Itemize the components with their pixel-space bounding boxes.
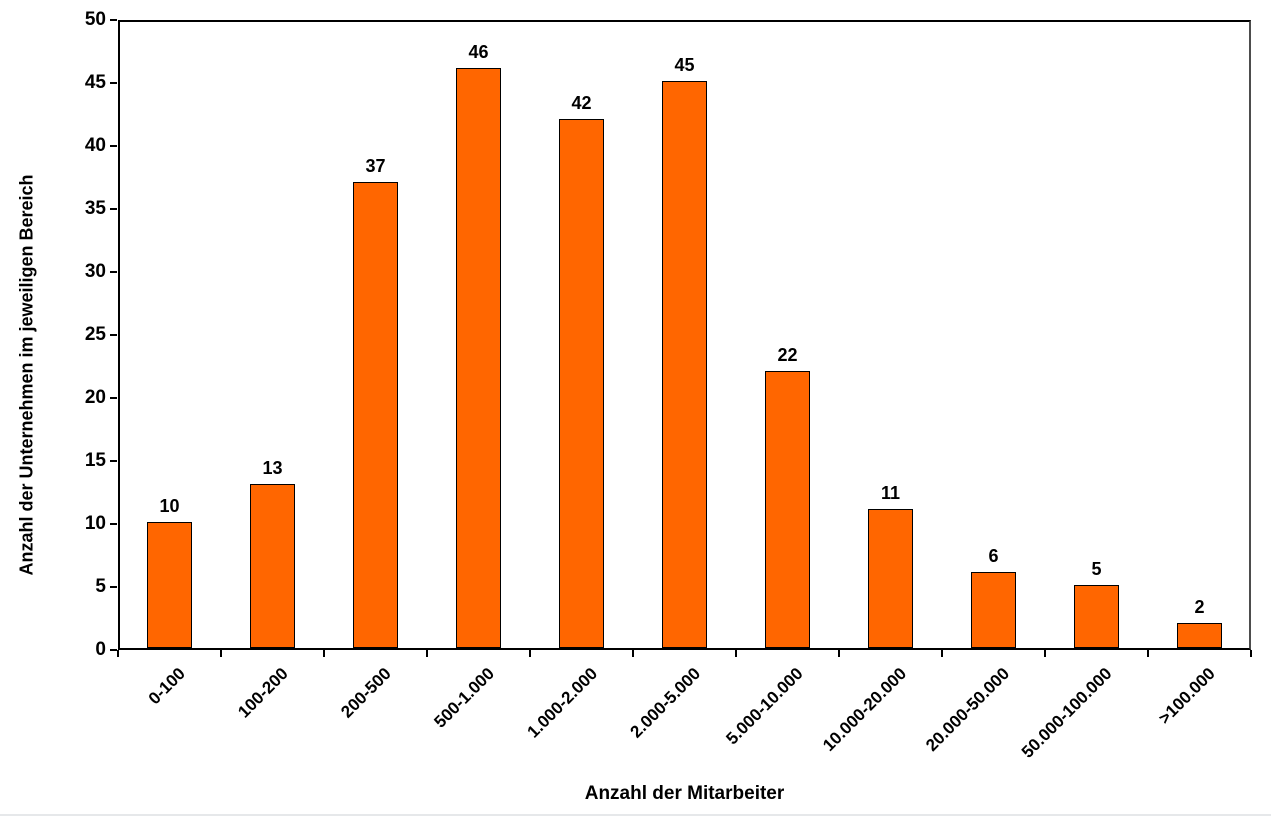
- x-tick-label: 50.000-100.000: [1018, 664, 1116, 762]
- bar-value-label: 45: [674, 55, 695, 75]
- bar-value-label: 6: [988, 546, 999, 567]
- bar: [147, 522, 192, 648]
- bar: [971, 572, 1016, 648]
- x-tick-mark: [1250, 650, 1252, 657]
- y-tick-label: 15: [84, 450, 106, 471]
- y-tick-mark: [110, 271, 117, 273]
- x-tick-mark: [220, 650, 222, 657]
- y-tick-mark: [110, 397, 117, 399]
- x-tick-label: 20.000-50.000: [921, 664, 1013, 755]
- bar: [1177, 622, 1222, 648]
- y-tick-label: 45: [84, 72, 106, 93]
- x-tick-mark: [632, 650, 634, 657]
- y-tick-mark: [110, 19, 117, 21]
- y-tick-label: 20: [84, 387, 106, 408]
- y-tick-label: 10: [84, 513, 106, 534]
- y-tick-mark: [110, 649, 117, 651]
- y-tick-label: 50: [84, 9, 106, 30]
- y-tick-mark: [110, 586, 117, 588]
- y-tick-label: 40: [84, 135, 106, 156]
- y-tick-label: 0: [95, 639, 106, 660]
- bar: [559, 118, 604, 648]
- bar-value-label: 42: [571, 92, 592, 113]
- y-tick-label: 25: [84, 324, 106, 345]
- bar: [868, 509, 913, 648]
- y-tick-label: 5: [95, 576, 106, 597]
- bar-value-label: 46: [468, 42, 489, 63]
- bar-value-label: 13: [262, 458, 283, 479]
- y-tick-mark: [110, 145, 117, 147]
- bar-value-label: 11: [880, 483, 901, 504]
- y-tick-mark: [110, 82, 117, 84]
- y-tick-mark: [110, 460, 117, 462]
- y-axis-title: Anzahl der Unternehmen im jeweiligen Ber…: [16, 174, 37, 576]
- x-tick-mark: [323, 650, 325, 657]
- x-tick-mark: [1147, 650, 1149, 657]
- bar: [662, 81, 707, 648]
- bar: [765, 370, 810, 648]
- y-tick-mark: [110, 334, 117, 336]
- bar-value-label: 2: [1194, 596, 1205, 617]
- y-tick-mark: [110, 523, 117, 525]
- bar: [456, 68, 501, 648]
- bar: [250, 484, 295, 648]
- x-tick-mark: [426, 650, 428, 657]
- bar-value-label: 37: [365, 155, 386, 176]
- bar-value-label: 5: [1091, 559, 1102, 579]
- x-tick-label: 100-200: [234, 664, 292, 722]
- bar: [1074, 585, 1119, 648]
- x-tick-mark: [838, 650, 840, 657]
- x-tick-mark: [529, 650, 531, 657]
- bottom-divider: [0, 814, 1271, 816]
- x-tick-label: 5.000-10.000: [722, 664, 807, 749]
- x-tick-label: 10.000-20.000: [818, 664, 910, 755]
- bar-value-label: 10: [159, 496, 180, 516]
- x-tick-label: 1.000-2.000: [523, 664, 601, 742]
- x-tick-label: 0-100: [144, 664, 189, 709]
- x-axis-title: Anzahl der Mitarbeiter: [584, 783, 785, 804]
- bar: [353, 181, 398, 648]
- bar-value-label: 22: [777, 344, 798, 365]
- y-tick-label: 30: [84, 261, 106, 282]
- x-tick-label: 500-1.000: [430, 664, 498, 732]
- x-tick-mark: [735, 650, 737, 657]
- x-tick-mark: [941, 650, 943, 657]
- y-tick-label: 35: [84, 198, 106, 219]
- x-tick-label: >100.000: [1155, 664, 1219, 728]
- x-tick-mark: [1044, 650, 1046, 657]
- x-tick-label: 2.000-5.000: [626, 664, 704, 742]
- x-tick-mark: [117, 650, 119, 657]
- x-tick-label: 200-500: [337, 664, 395, 722]
- y-tick-mark: [110, 208, 117, 210]
